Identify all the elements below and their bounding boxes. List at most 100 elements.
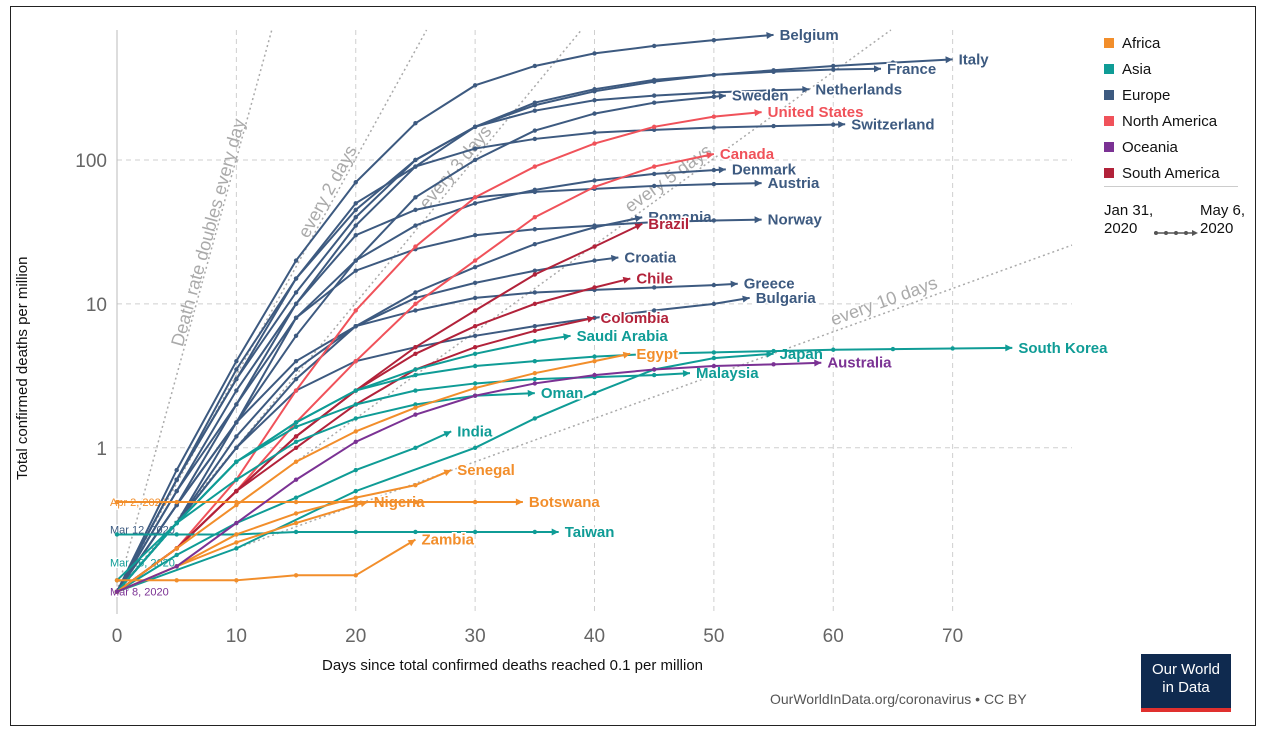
data-point xyxy=(651,127,657,133)
data-point xyxy=(592,372,597,378)
legend-swatch xyxy=(1104,142,1114,152)
data-point xyxy=(234,532,239,537)
data-point xyxy=(353,268,358,273)
data-point xyxy=(472,157,478,163)
data-point xyxy=(413,372,418,378)
guide-label: every 3 days xyxy=(415,121,495,212)
series-arrowhead xyxy=(730,280,738,288)
data-point xyxy=(413,388,418,393)
series-line xyxy=(116,392,535,593)
series-arrowhead xyxy=(622,351,631,359)
data-point xyxy=(472,264,478,270)
legend-item-north-america[interactable]: North America xyxy=(1104,108,1220,134)
series-line xyxy=(116,372,691,593)
data-point xyxy=(174,499,179,505)
series-arrowhead xyxy=(754,179,762,187)
data-point xyxy=(413,402,418,407)
data-point xyxy=(532,290,538,295)
logo-line-2: in Data xyxy=(1162,679,1210,696)
legend-item-oceania[interactable]: Oceania xyxy=(1104,134,1220,160)
data-point xyxy=(174,467,179,473)
series-label: Austria xyxy=(768,175,820,192)
data-point xyxy=(711,125,717,130)
data-point xyxy=(174,488,179,494)
data-point xyxy=(353,416,358,421)
series-label: Canada xyxy=(720,146,775,163)
data-point xyxy=(532,323,538,329)
owid-logo[interactable]: Our World in Data xyxy=(1141,654,1231,712)
data-point xyxy=(472,323,478,329)
series-arrowhead xyxy=(742,295,750,303)
data-point xyxy=(293,520,299,526)
data-point xyxy=(234,459,239,464)
data-point xyxy=(592,223,597,228)
data-point xyxy=(413,295,418,301)
series-line xyxy=(116,33,774,593)
data-point xyxy=(651,124,657,130)
legend-item-europe[interactable]: Europe xyxy=(1104,82,1220,108)
y-tick-label: 100 xyxy=(75,151,107,172)
source-credit[interactable]: OurWorldInData.org/coronavirus • CC BY xyxy=(770,691,1027,707)
data-point xyxy=(532,128,538,133)
data-point xyxy=(174,532,179,537)
timeline-control[interactable]: Jan 31, 2020 May 6, 2020 xyxy=(1104,202,1246,262)
series-united-states: United States xyxy=(114,103,865,594)
data-point xyxy=(651,100,657,105)
data-point xyxy=(711,167,717,173)
x-axis-label: Days since total confirmed deaths reache… xyxy=(322,657,704,674)
data-point xyxy=(234,358,239,364)
timeline-slider-icon[interactable] xyxy=(1152,229,1200,237)
series-label: Croatia xyxy=(624,250,676,267)
data-point xyxy=(353,223,358,228)
data-point xyxy=(174,520,179,526)
data-point xyxy=(234,502,239,508)
data-point xyxy=(293,376,299,382)
series-label: Italy xyxy=(959,51,990,68)
data-point xyxy=(771,348,776,354)
series-label: Denmark xyxy=(732,161,797,178)
legend-swatch xyxy=(1104,116,1114,126)
data-point xyxy=(234,367,239,372)
timeline-end[interactable]: May 6, 2020 xyxy=(1200,202,1246,237)
data-point xyxy=(651,219,657,225)
data-point xyxy=(472,385,478,391)
legend-item-south-america[interactable]: South America xyxy=(1104,160,1220,186)
y-axis-label: Total confirmed deaths per million xyxy=(14,256,31,480)
data-point xyxy=(353,358,358,364)
data-point xyxy=(532,215,538,220)
guide-label: every 2 days xyxy=(294,142,361,241)
series-line xyxy=(116,256,619,593)
series-label: United States xyxy=(768,104,864,121)
data-point xyxy=(532,376,538,382)
guide-line xyxy=(116,29,273,592)
data-point xyxy=(413,244,418,249)
legend-item-africa[interactable]: Africa xyxy=(1104,30,1220,56)
data-point xyxy=(353,258,358,263)
data-point xyxy=(592,87,597,92)
series-austria: Austria xyxy=(114,174,821,594)
data-point xyxy=(711,350,717,355)
data-point xyxy=(353,233,358,238)
series-south-korea: South Korea xyxy=(114,338,1110,594)
legend-swatch xyxy=(1104,168,1114,178)
data-point xyxy=(592,98,597,103)
data-point xyxy=(353,467,358,473)
data-point xyxy=(532,227,538,232)
legend-item-asia[interactable]: Asia xyxy=(1104,56,1220,82)
data-point xyxy=(413,499,418,505)
series-line xyxy=(116,182,762,593)
timeline-start[interactable]: Jan 31, 2020 xyxy=(1104,202,1154,237)
data-point xyxy=(353,201,358,206)
series-arrowhead xyxy=(515,498,523,506)
data-point xyxy=(413,367,418,372)
legend-label: North America xyxy=(1122,112,1218,130)
data-point xyxy=(472,529,478,535)
data-point xyxy=(950,346,955,351)
series-line xyxy=(116,296,750,593)
data-point xyxy=(532,241,538,247)
data-point xyxy=(472,345,478,350)
data-point xyxy=(413,301,418,307)
series-arrowhead xyxy=(814,359,822,367)
data-point xyxy=(472,146,478,151)
data-point xyxy=(353,429,358,434)
